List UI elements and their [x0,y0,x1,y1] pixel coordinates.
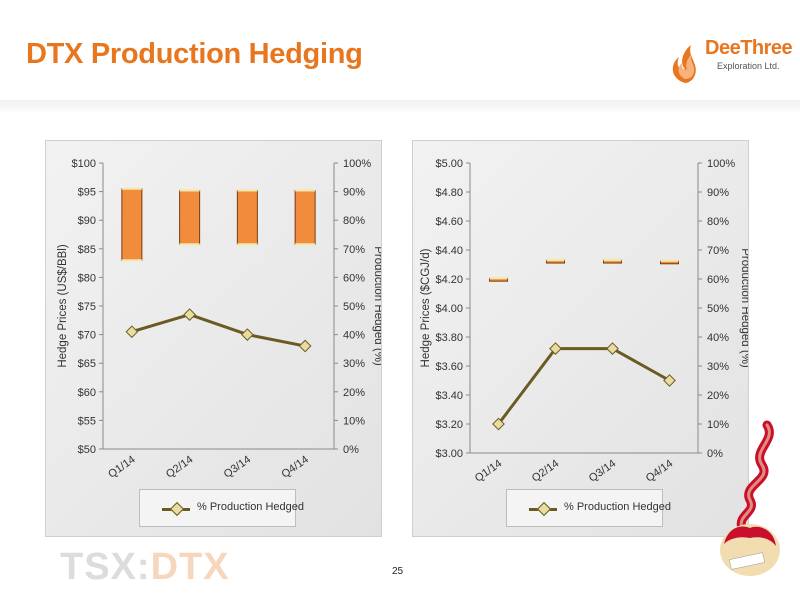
production-hedged-point [549,342,562,355]
ticker-symbol: DTX [150,546,230,588]
oil-hedge-chart-panel: $50 $55 $60 $65 $70 $75 $80 $85 $90 $95 $100 0% 10% 2… [45,140,382,537]
y2-axis-title: Production Hedged (%) [372,246,381,366]
page-number: 25 [392,566,404,577]
y2-tick-label: 70% [707,245,729,257]
ticker-prefix: TSX: [60,546,151,588]
y2-tick-label: 60% [343,272,365,284]
gas-hedge-chart: $3.00 $3.20 $3.40 $3.60 $3.80 $4.00 $4.20 $4.40… [420,158,748,485]
x-tick-label: Q3/14 [222,454,253,481]
hedge-range-bar [236,189,258,245]
y2-tick-label: 40% [707,332,729,344]
y2-tick-label: 80% [343,215,365,227]
y2-tick-label: 80% [707,216,729,228]
y-tick-label: $90 [78,215,96,227]
y2-tick-label: 40% [343,330,365,342]
chart-legend: % Production Hedged [139,489,304,527]
y2-tick-label: 100% [707,158,735,170]
y-tick-label: $4.80 [435,187,463,199]
page-title: DTX Production Hedging [26,38,363,70]
y-tick-label: $60 [78,387,96,399]
x-tick-label: Q1/14 [473,458,504,485]
oil-hedge-chart: $50 $55 $60 $65 $70 $75 $80 $85 $90 $95 $100 0% 10% 2… [57,158,381,481]
production-hedged-point [298,339,312,353]
y2-tick-label: 90% [343,187,365,199]
y2-tick-label: 60% [707,274,729,286]
y2-tick-label: 50% [707,303,729,315]
production-hedged-line [497,347,671,425]
y-tick-label: $100 [72,158,96,170]
y-tick-label: $80 [78,272,96,284]
x-tick-label: Q4/14 [644,458,675,485]
production-hedged-point [125,325,139,339]
y2-tick-label: 10% [707,419,729,431]
y-tick-label: $3.00 [435,448,463,460]
y-tick-label: $65 [78,358,96,370]
x-tick-label: Q2/14 [530,458,561,485]
hedge-range-bar [121,188,143,261]
y-tick-label: $70 [78,330,96,342]
production-hedged-line [131,313,306,348]
y-tick-label: $3.60 [435,361,463,373]
y-tick-label: $4.00 [435,303,463,315]
y2-tick-label: 90% [707,187,729,199]
flame-icon [672,45,696,83]
y2-tick-label: 0% [707,448,723,460]
logo-name: DeeThree [705,37,793,59]
production-hedged-point [663,374,676,387]
y2-tick-label: 0% [343,444,359,456]
legend-marker-swatch [536,501,552,517]
x-tick-label: Q2/14 [164,454,195,481]
hedge-range-bar [294,189,316,245]
y-tick-label: $3.40 [435,390,463,402]
x-tick-label: Q4/14 [279,454,310,481]
y-tick-label: $4.40 [435,245,463,257]
hedge-range-bar [179,189,201,245]
y-tick-label: $85 [78,244,96,256]
chart-legend: % Production Hedged [506,489,671,527]
legend-label: % Production Hedged [564,501,672,513]
company-logo: DeeThree Exploration Ltd. [665,35,793,85]
logo-subtitle: Exploration Ltd. [717,61,780,71]
ticker-watermark: TSX:DTX [60,546,230,589]
gas-hedge-chart-panel: $3.00 $3.20 $3.40 $3.60 $3.80 $4.00 $4.20 $4.40… [412,140,749,537]
y2-tick-label: 10% [343,415,365,427]
y-tick-label: $5.00 [435,158,463,170]
y2-tick-label: 20% [343,387,365,399]
y-tick-label: $4.20 [435,274,463,286]
y-axis-title: Hedge Prices (US$/BBl) [57,244,69,368]
production-hedged-point [606,342,619,355]
production-hedged-point [492,417,505,431]
peeled-apple-image [720,420,780,576]
y2-axis-title: Production Hedged (%) [739,248,748,368]
y-tick-label: $4.60 [435,216,463,228]
y-tick-label: $95 [78,187,96,199]
legend-marker-swatch [169,501,185,517]
y-tick-label: $75 [78,301,96,313]
header-divider [0,100,800,114]
legend-label: % Production Hedged [197,501,305,513]
y-tick-label: $3.20 [435,419,463,431]
y-tick-label: $50 [78,444,96,456]
y2-tick-label: 50% [343,301,365,313]
y2-tick-label: 30% [343,358,365,370]
y2-tick-label: 30% [707,361,729,373]
y-axis-title: Hedge Prices ($CGJ/d) [420,248,432,367]
y2-tick-label: 100% [343,158,371,170]
y-tick-label: $55 [78,415,96,427]
x-tick-label: Q1/14 [106,454,137,481]
production-hedged-point [183,308,196,321]
production-hedged-point [241,328,254,341]
y2-tick-label: 20% [707,390,729,402]
y-tick-label: $3.80 [435,332,463,344]
y2-tick-label: 70% [343,244,365,256]
x-tick-label: Q3/14 [587,458,618,485]
